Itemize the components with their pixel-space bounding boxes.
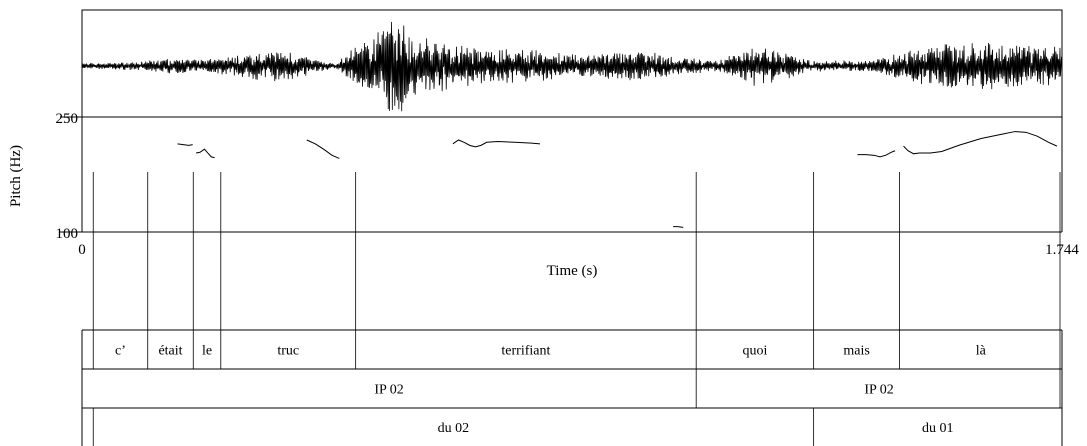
tier-interval-label: le [202,344,212,359]
tier-interval-label: IP 02 [864,383,893,398]
tier-interval-label: du 02 [438,421,470,436]
tier-interval-label: IP 02 [374,383,403,398]
x-tick-label-1744: 1.744 [1045,242,1079,258]
y-tick-label-250: 250 [56,111,79,127]
tier-interval-label: était [158,344,182,359]
y-tick-label-100: 100 [56,226,79,242]
pitch-contour [177,131,1058,228]
tier-interval-label: quoi [742,344,767,359]
y-axis-label: Pitch (Hz) [8,145,24,207]
tier-interval-label: c’ [115,344,126,359]
panel-frames [60,9,1063,446]
waveform [81,21,1063,112]
waveform-trace [81,21,1063,112]
tier-interval-label: du 01 [922,421,954,436]
pitch-segment [903,131,1058,155]
pitch-segment [673,226,684,228]
pitch-segment [857,150,896,158]
x-tick-label-0: 0 [78,242,86,258]
pitch-segment [306,139,340,159]
x-axis-label: Time (s) [547,263,598,279]
pitch-segment [177,143,193,146]
pitch-segment [195,148,215,159]
tier-interval-label: là [976,344,987,359]
tier-boundaries [92,172,1061,446]
tier-labels: c’ était le truc terrifiant quoi mais là IP 02 IP… [115,344,987,437]
pitch-segment [452,139,541,148]
tier-interval-label: terrifiant [501,344,550,359]
tier-interval-label: mais [843,344,869,359]
tier-interval-label: truc [277,344,299,359]
